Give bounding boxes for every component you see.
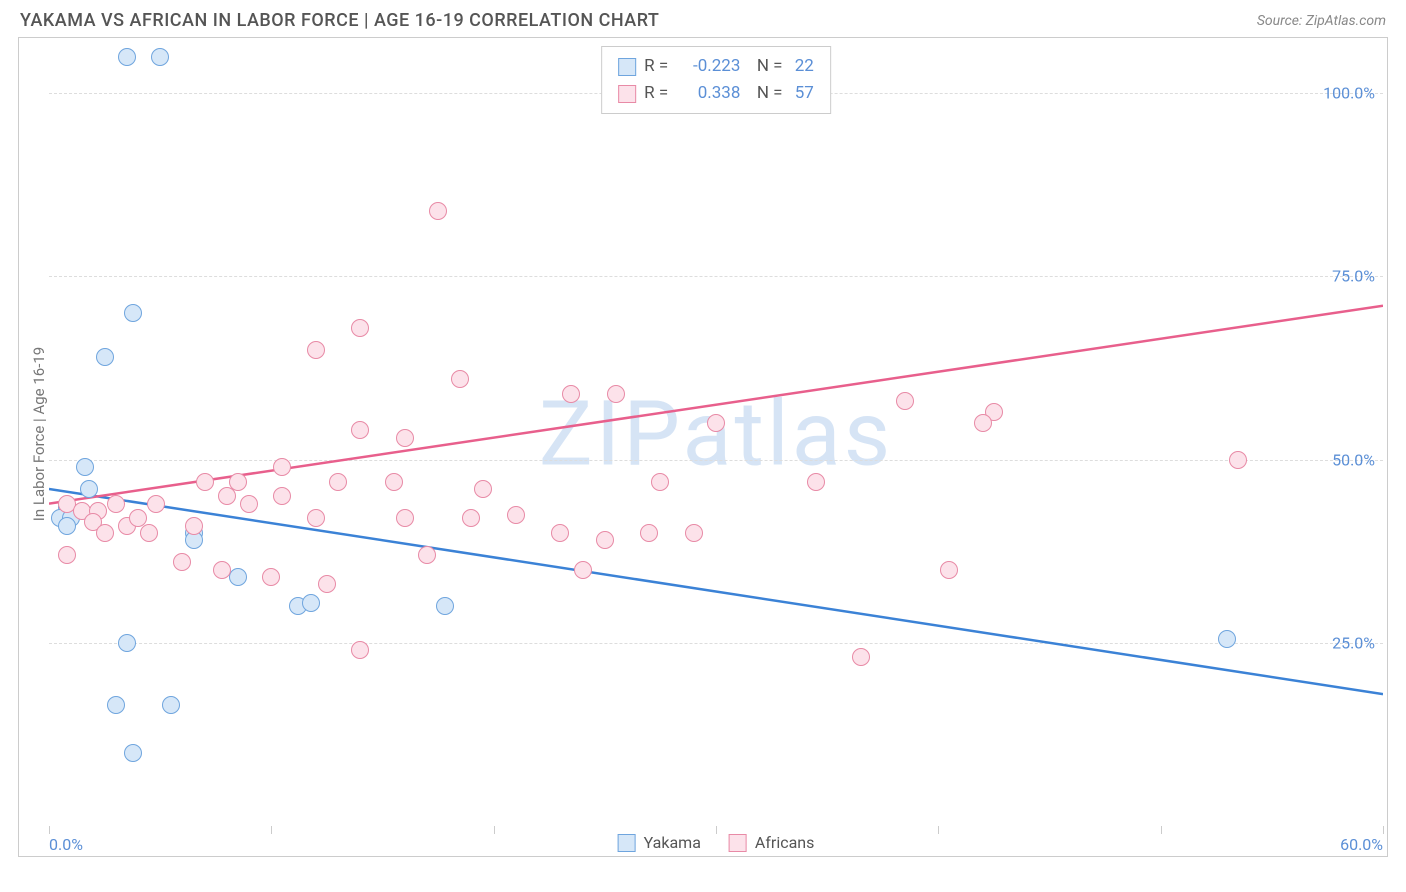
scatter-point — [640, 524, 658, 542]
n-value: 57 — [795, 80, 814, 107]
scatter-point — [351, 319, 369, 337]
scatter-point — [80, 480, 98, 498]
plot-area: ZIPatlas In Labor Force | Age 16-19 25.0… — [49, 42, 1383, 826]
chart-title: YAKAMA VS AFRICAN IN LABOR FORCE | AGE 1… — [20, 10, 659, 31]
y-tick-label: 100.0% — [1323, 84, 1375, 103]
scatter-point — [140, 524, 158, 542]
scatter-point — [129, 509, 147, 527]
series-legend: Yakama Africans — [618, 833, 815, 852]
scatter-point — [147, 495, 165, 513]
x-axis-max-label: 60.0% — [1340, 835, 1383, 854]
scatter-point — [385, 473, 403, 491]
r-value: 0.338 — [680, 80, 740, 107]
scatter-point — [124, 744, 142, 762]
scatter-point — [551, 524, 569, 542]
scatter-point — [76, 458, 94, 476]
scatter-point — [351, 641, 369, 659]
watermark: ZIPatlas — [539, 382, 893, 487]
scatter-point — [185, 517, 203, 535]
legend-swatch-africans — [729, 834, 747, 852]
scatter-point — [58, 546, 76, 564]
scatter-point — [107, 696, 125, 714]
scatter-point — [418, 546, 436, 564]
scatter-point — [562, 385, 580, 403]
scatter-point — [196, 473, 214, 491]
scatter-point — [1229, 451, 1247, 469]
legend-item: Yakama — [618, 833, 701, 852]
scatter-point — [240, 495, 258, 513]
scatter-point — [974, 414, 992, 432]
legend-row: R = 0.338 N = 57 — [618, 80, 814, 107]
legend-swatch-yakama — [618, 834, 636, 852]
scatter-point — [596, 531, 614, 549]
correlation-legend: R = -0.223 N = 22 R = 0.338 N = 57 — [601, 46, 831, 114]
scatter-point — [436, 597, 454, 615]
scatter-point — [173, 553, 191, 571]
legend-label: Africans — [755, 833, 814, 852]
scatter-point — [396, 509, 414, 527]
scatter-point — [262, 568, 280, 586]
scatter-point — [107, 495, 125, 513]
legend-swatch-yakama — [618, 58, 636, 76]
n-value: 22 — [795, 53, 814, 80]
scatter-point — [329, 473, 347, 491]
scatter-point — [451, 370, 469, 388]
legend-swatch-africans — [618, 85, 636, 103]
source-attribution: Source: ZipAtlas.com — [1257, 13, 1386, 29]
scatter-point — [213, 561, 231, 579]
trend-lines — [49, 42, 1383, 826]
scatter-point — [96, 348, 114, 366]
y-tick-label: 50.0% — [1332, 450, 1375, 469]
scatter-point — [318, 575, 336, 593]
scatter-point — [162, 696, 180, 714]
scatter-point — [1218, 630, 1236, 648]
legend-label: Yakama — [644, 833, 701, 852]
scatter-point — [574, 561, 592, 579]
scatter-point — [940, 561, 958, 579]
scatter-point — [307, 341, 325, 359]
scatter-point — [396, 429, 414, 447]
scatter-point — [229, 568, 247, 586]
header: YAKAMA VS AFRICAN IN LABOR FORCE | AGE 1… — [0, 0, 1406, 37]
scatter-point — [273, 458, 291, 476]
scatter-point — [852, 648, 870, 666]
scatter-point — [429, 202, 447, 220]
chart-container: ZIPatlas In Labor Force | Age 16-19 25.0… — [18, 37, 1388, 857]
scatter-point — [118, 634, 136, 652]
scatter-point — [302, 594, 320, 612]
scatter-point — [507, 506, 525, 524]
r-value: -0.223 — [680, 53, 740, 80]
scatter-point — [96, 524, 114, 542]
scatter-point — [273, 487, 291, 505]
scatter-point — [307, 509, 325, 527]
y-tick-label: 25.0% — [1332, 633, 1375, 652]
scatter-point — [474, 480, 492, 498]
legend-row: R = -0.223 N = 22 — [618, 53, 814, 80]
scatter-point — [651, 473, 669, 491]
scatter-point — [685, 524, 703, 542]
y-axis-label: In Labor Force | Age 16-19 — [30, 347, 48, 521]
scatter-point — [896, 392, 914, 410]
scatter-point — [351, 421, 369, 439]
scatter-point — [807, 473, 825, 491]
scatter-point — [124, 304, 142, 322]
scatter-point — [707, 414, 725, 432]
x-axis-min-label: 0.0% — [49, 835, 83, 854]
scatter-point — [462, 509, 480, 527]
legend-item: Africans — [729, 833, 814, 852]
scatter-point — [118, 48, 136, 66]
scatter-point — [151, 48, 169, 66]
y-tick-label: 75.0% — [1332, 267, 1375, 286]
scatter-point — [607, 385, 625, 403]
scatter-point — [218, 487, 236, 505]
scatter-point — [58, 517, 76, 535]
